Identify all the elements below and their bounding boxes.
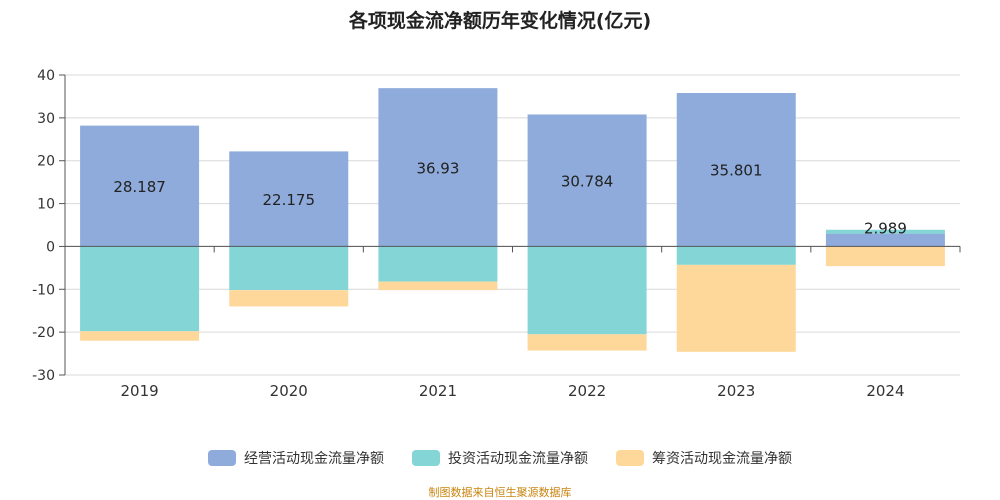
chart-title: 各项现金流净额历年变化情况(亿元) — [348, 10, 652, 32]
bar-chart: -30 -20 -10 0 10 20 30 40 28.187 22.175 36.93 30.78… — [32, 68, 961, 400]
legend-item-operating[interactable]: 经营活动现金流量净额 — [208, 448, 384, 468]
bar-operating-2019 — [80, 125, 200, 247]
bar-financing-2020 — [229, 290, 349, 307]
data-label-operating-2023: 35.801 — [710, 162, 763, 180]
bar-investing-2022 — [527, 246, 647, 335]
data-label-operating-2024: 2.989 — [864, 220, 907, 238]
bar-investing-2023 — [676, 246, 796, 265]
bar-financing-2023 — [676, 264, 796, 352]
bar-investing-2021 — [378, 246, 498, 282]
legend-label-financing: 筹资活动现金流量净额 — [652, 451, 792, 467]
data-label-operating-2019: 28.187 — [113, 178, 166, 196]
data-label-operating-2022: 30.784 — [561, 172, 614, 190]
x-category-label-2023: 2023 — [717, 382, 755, 400]
x-category-label-2024: 2024 — [866, 382, 904, 400]
y-tick-label: -10 — [32, 282, 55, 298]
bar-investing-2019 — [80, 246, 200, 332]
bar-investing-2020 — [229, 246, 349, 291]
legend: 经营活动现金流量净额 投资活动现金流量净额 筹资活动现金流量净额 — [0, 448, 1000, 468]
data-label-operating-2020: 22.175 — [263, 191, 316, 209]
bar-operating-2023 — [676, 92, 796, 247]
y-tick-label: 0 — [46, 239, 55, 255]
bar-operating-2021 — [378, 88, 498, 247]
bar-operating-2022 — [527, 114, 647, 247]
x-category-label-2019: 2019 — [120, 382, 158, 400]
x-category-label-2020: 2020 — [270, 382, 308, 400]
legend-swatch-financing — [616, 450, 644, 466]
legend-item-investing[interactable]: 投资活动现金流量净额 — [412, 448, 588, 468]
legend-label-investing: 投资活动现金流量净额 — [448, 451, 588, 467]
data-source-note: 制图数据来自恒生聚源数据库 — [428, 486, 572, 499]
legend-swatch-operating — [208, 450, 236, 466]
bar-financing-2021 — [378, 281, 498, 291]
legend-label-operating: 经营活动现金流量净额 — [244, 451, 384, 467]
y-tick-label: 20 — [37, 154, 55, 170]
bar-investing-2024 — [825, 229, 945, 234]
legend-item-financing[interactable]: 筹资活动现金流量净额 — [616, 448, 792, 468]
bar-operating-2020 — [229, 151, 349, 247]
y-tick-label: 10 — [37, 197, 55, 213]
data-label-operating-2021: 36.93 — [416, 159, 459, 177]
y-tick-label: 30 — [37, 111, 55, 127]
x-category-label-2021: 2021 — [419, 382, 457, 400]
bar-financing-2022 — [527, 334, 647, 351]
y-tick-label: -20 — [32, 325, 55, 341]
bar-financing-2024 — [825, 246, 945, 267]
y-tick-label: 40 — [37, 68, 55, 84]
x-category-label-2022: 2022 — [568, 382, 606, 400]
bar-operating-2024 — [825, 233, 945, 247]
bar-financing-2019 — [80, 331, 200, 341]
legend-swatch-investing — [412, 450, 440, 466]
y-tick-label: -30 — [32, 368, 55, 384]
